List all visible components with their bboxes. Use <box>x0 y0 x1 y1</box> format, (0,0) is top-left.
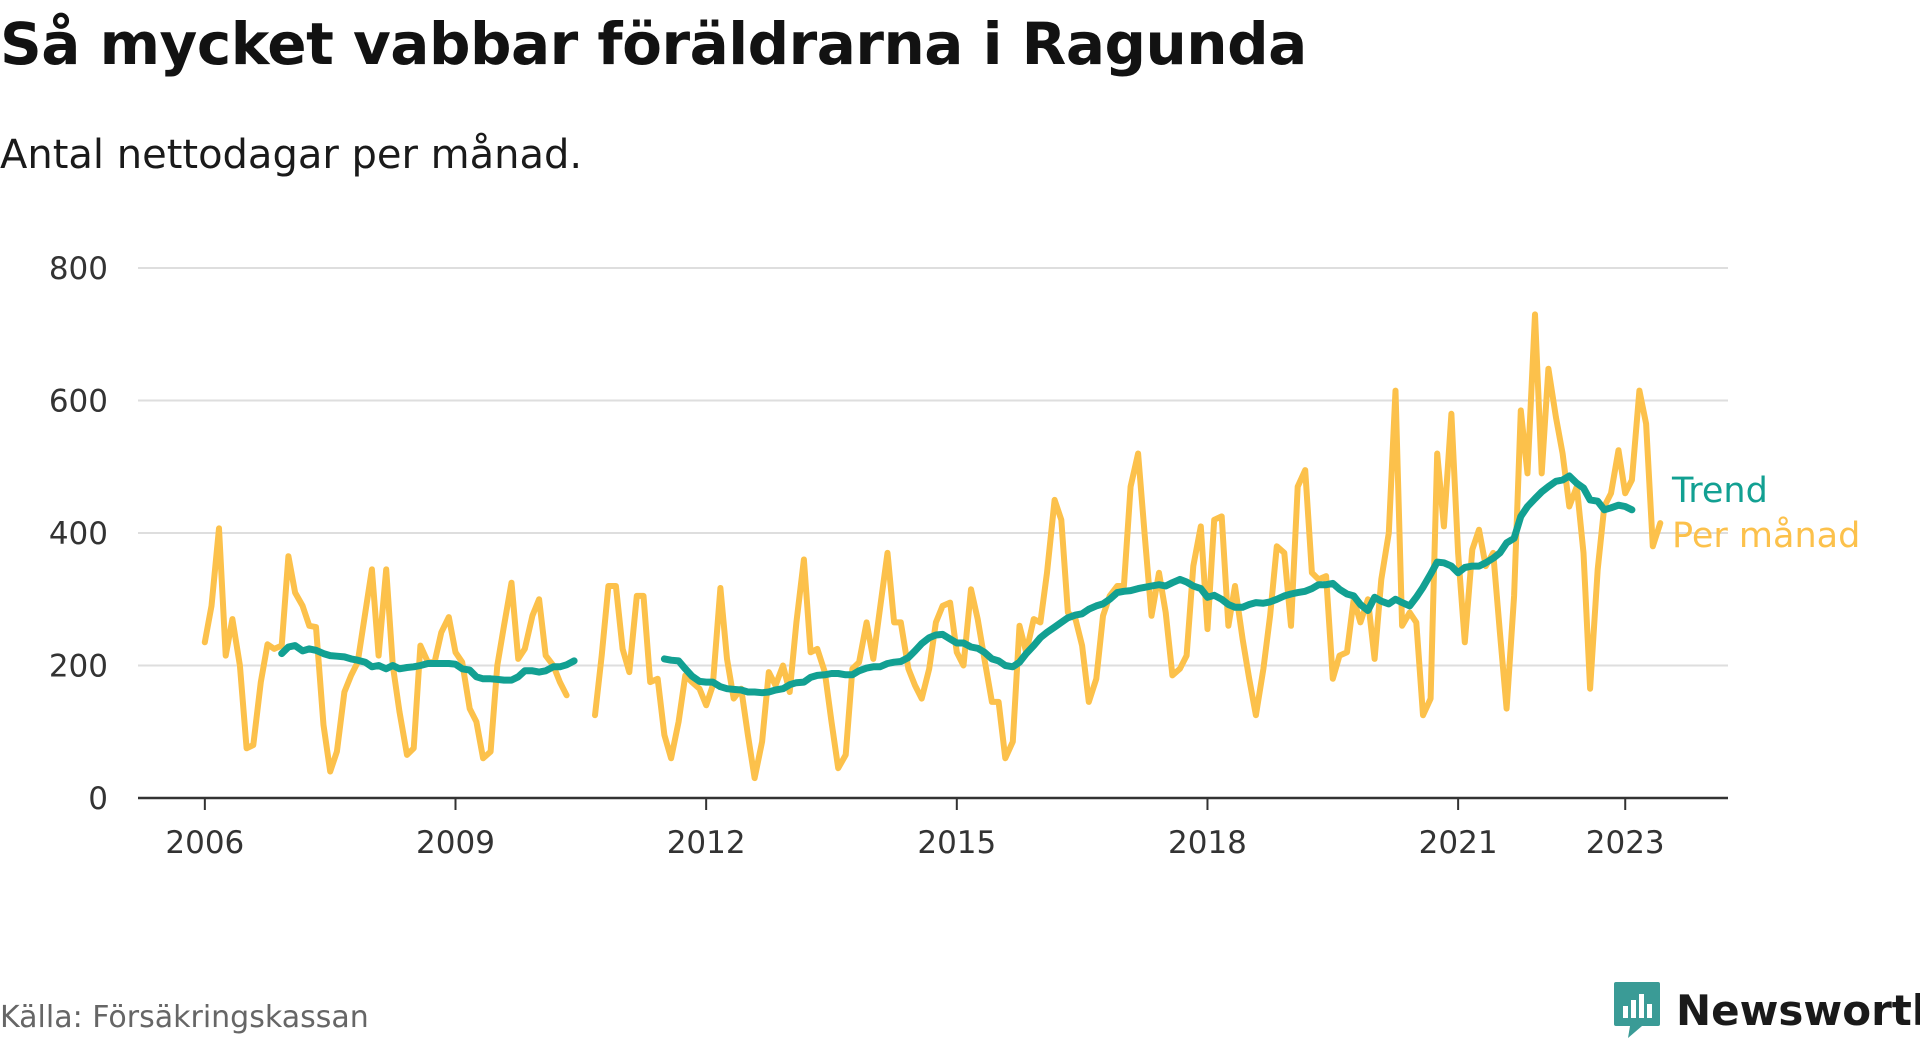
y-tick-label: 0 <box>88 781 108 817</box>
x-tick-label: 2018 <box>1168 825 1247 861</box>
x-tick-label: 2012 <box>667 825 746 861</box>
x-tick-label: 2009 <box>416 825 495 861</box>
series-line-segment <box>660 472 1636 697</box>
x-axis: 2006 2009 2012 2015 2018 2021 2023 <box>138 796 1728 861</box>
legend-per-manad: Per månad <box>1672 515 1860 556</box>
chart-subtitle: Antal nettodagar per månad. <box>0 132 583 178</box>
series-monthly <box>201 311 1664 782</box>
legend-trend: Trend <box>1671 471 1768 511</box>
y-tick-label: 600 <box>49 384 108 420</box>
brand-logo[interactable]: Newsworthy <box>1612 980 1920 1040</box>
series <box>201 311 1664 782</box>
series-line-segment <box>201 525 570 775</box>
x-tick-label: 2006 <box>165 825 244 861</box>
chart-title: Så mycket vabbar föräldrarna i Ragunda <box>0 10 1307 78</box>
y-tick-label: 800 <box>49 251 108 287</box>
series-line-segment <box>592 311 1664 782</box>
x-tick-label: 2023 <box>1586 825 1665 861</box>
y-axis-ticks: 0 200 400 600 800 <box>49 251 108 817</box>
series-line-segment <box>278 642 578 684</box>
brand-name: Newsworthy <box>1676 985 1920 1035</box>
y-tick-label: 200 <box>49 649 108 685</box>
x-tick-label: 2021 <box>1419 825 1498 861</box>
series-trend <box>278 472 1636 697</box>
source-note: Källa: Försäkringskassan <box>0 1000 369 1035</box>
y-tick-label: 400 <box>49 516 108 552</box>
newsworthy-logo-icon <box>1614 982 1660 1038</box>
x-tick-label: 2015 <box>917 825 996 861</box>
